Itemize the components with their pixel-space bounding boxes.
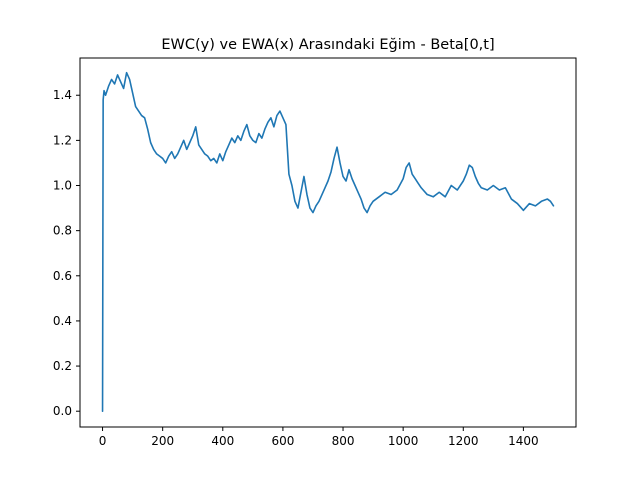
x-tick-label: 600	[271, 434, 294, 448]
y-tick-label: 0.2	[53, 359, 72, 373]
y-tick-label: 0.4	[53, 314, 72, 328]
x-tick-label: 400	[211, 434, 234, 448]
y-tick-label: 0.8	[53, 224, 72, 238]
y-tick-label: 1.4	[53, 88, 72, 102]
axes-frame	[79, 57, 577, 428]
y-tick-label: 1.0	[53, 179, 72, 193]
x-tick-label: 800	[332, 434, 355, 448]
x-tick-label: 200	[151, 434, 174, 448]
x-tick-label: 1000	[388, 434, 419, 448]
y-tick-label: 0.0	[53, 404, 72, 418]
x-tick-label: 1400	[508, 434, 539, 448]
plot-area: 0 200 400 600 800 1000 1200 1400 0.0 0.2 0.4 0.6 0.8…	[53, 71, 555, 448]
y-tick-label: 0.6	[53, 269, 72, 283]
x-tick-label: 0	[99, 434, 107, 448]
y-tick-label: 1.2	[53, 133, 72, 147]
chart-title: EWC(y) ve EWA(x) Arasındaki Eğim - Beta[…	[161, 37, 494, 53]
x-tick-label: 1200	[448, 434, 479, 448]
series-line	[101, 71, 555, 413]
